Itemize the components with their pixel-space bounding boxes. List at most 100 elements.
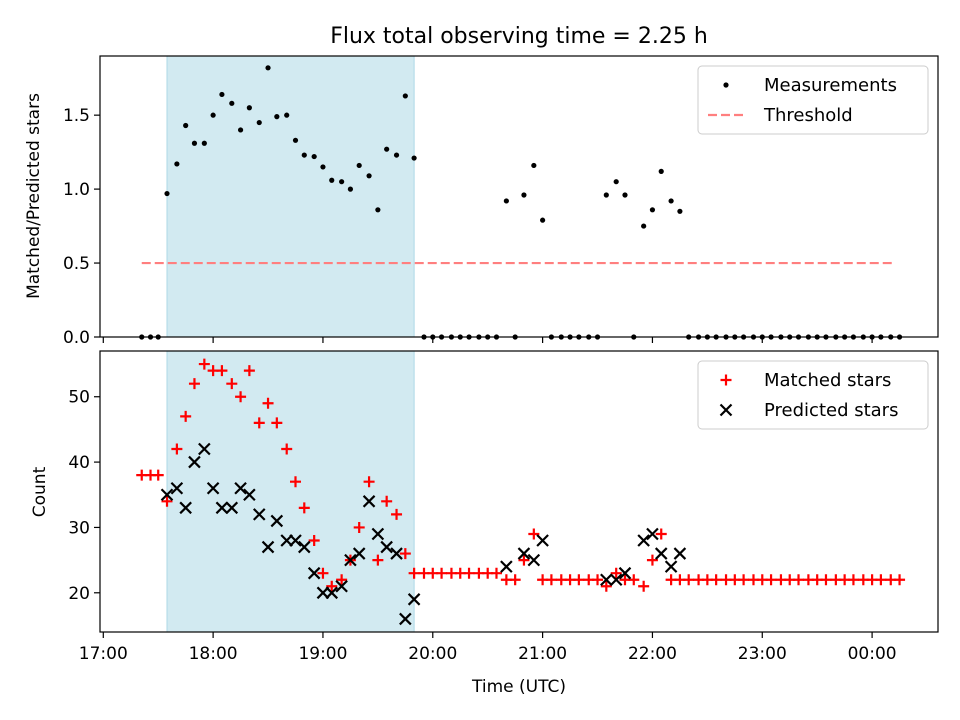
- matched-star-point: [793, 574, 805, 586]
- bottom-yticks: 20 30 40 50: [68, 388, 100, 604]
- matched-star-point: [545, 574, 557, 586]
- predicted-star-point: [206, 481, 220, 495]
- matched-star-point: [847, 574, 859, 586]
- chart-title: Flux total observing time = 2.25 h: [330, 24, 708, 49]
- measurement-point: [531, 162, 537, 169]
- matched-star-point: [391, 508, 403, 520]
- predicted-star-point: [407, 593, 421, 606]
- measurement-point: [174, 161, 180, 167]
- xtick-label: 22:00: [628, 644, 677, 664]
- predicted-star-point: [399, 612, 412, 626]
- legend-swatch: [723, 82, 729, 88]
- predicted-star-point: [500, 560, 513, 573]
- matched-star-point: [216, 365, 228, 377]
- matched-star-point: [518, 554, 530, 566]
- xtick-label: 23:00: [738, 644, 787, 664]
- measurement-point: [246, 105, 252, 111]
- predicted-star-point: [198, 442, 211, 456]
- matched-star-point: [592, 574, 604, 586]
- matched-star-point: [875, 574, 887, 586]
- measurement-point: [393, 152, 400, 158]
- matched-star-point: [226, 378, 238, 390]
- predicted-star-point: [225, 501, 239, 515]
- measurement-point: [347, 186, 354, 192]
- top-axes-frame: [99, 55, 939, 338]
- measurement-point: [649, 207, 656, 213]
- predicted-star-point: [325, 586, 339, 600]
- matched-star-point: [326, 580, 338, 592]
- matched-star-point: [372, 554, 384, 566]
- xtick-label: 00:00: [848, 644, 897, 664]
- predicted-star-point: [170, 481, 184, 495]
- predicted-star-point: [243, 488, 256, 502]
- matched-star-point: [271, 417, 283, 429]
- matched-star-point: [235, 391, 247, 403]
- predicted-star-point: [234, 481, 247, 495]
- matched-star-point: [738, 574, 750, 586]
- matched-star-point: [600, 580, 612, 592]
- predicted-star-point: [390, 547, 403, 560]
- matched-star-point: [171, 443, 183, 455]
- measurement-point: [366, 173, 372, 179]
- predicted-star-point: [371, 527, 385, 541]
- bottom-ylabel: Count: [30, 466, 50, 517]
- predicted-star-point: [289, 534, 302, 547]
- predicted-star-point: [160, 488, 174, 502]
- measurement-point: [411, 155, 417, 161]
- xtick-label: 19:00: [298, 644, 347, 664]
- matched-star-point: [317, 567, 329, 579]
- matched-star-point: [353, 521, 365, 533]
- matched-star-point: [528, 528, 540, 540]
- measurement-point: [301, 152, 307, 158]
- predicted-star-point: [654, 547, 668, 560]
- measurement-point: [503, 198, 509, 204]
- legend-box: [697, 360, 929, 430]
- predicted-star-point: [307, 566, 321, 580]
- measurement-point: [384, 146, 390, 152]
- matched-star-point: [463, 567, 475, 579]
- ytick-label: 0.5: [63, 254, 90, 274]
- legend-swatch: [720, 374, 732, 386]
- measurement-point: [540, 217, 546, 223]
- measurement-point: [237, 127, 244, 133]
- measurement-point: [521, 192, 527, 198]
- measurement-point: [219, 91, 225, 98]
- top-panel: 0.0 0.5 1.0 1.5 Matched/Predicted stars Mea…: [24, 55, 939, 348]
- predicted-star-point: [215, 501, 229, 515]
- measurement-point: [210, 112, 216, 118]
- bottom-shaded-span: [166, 350, 415, 633]
- xtick-label: 21:00: [518, 644, 567, 664]
- matched-star-point: [161, 495, 173, 507]
- measurement-point: [668, 198, 674, 204]
- top-legend: Measurements Threshold: [697, 65, 929, 135]
- predicted-star-point: [646, 527, 659, 541]
- predicted-star-point: [352, 547, 366, 560]
- predicted-star-point: [270, 514, 284, 528]
- predicted-star-point: [261, 540, 275, 554]
- predicted-star-point: [600, 573, 613, 586]
- matched-star-point: [765, 574, 777, 586]
- matched-star-point: [710, 574, 722, 586]
- bottom-legend: Matched stars Predicted stars: [697, 360, 929, 430]
- matched-star-point: [281, 443, 293, 455]
- measurement-point: [375, 207, 381, 213]
- matched-star-point: [646, 554, 658, 566]
- legend-label: Threshold: [763, 105, 853, 126]
- predicted-star-point: [344, 553, 357, 567]
- predicted-star-point: [618, 566, 632, 580]
- ytick-label: 30: [68, 518, 90, 538]
- predicted-star-point: [637, 534, 650, 547]
- xtick-label: 17:00: [79, 644, 128, 664]
- matched-star-point: [152, 469, 164, 481]
- predicted-star-point: [517, 547, 531, 560]
- xtick-label: 18:00: [189, 644, 238, 664]
- ytick-label: 40: [68, 453, 90, 473]
- matched-star-point: [381, 495, 393, 507]
- matched-star-point: [399, 548, 411, 560]
- matched-star-point: [638, 580, 650, 592]
- legend-box: [697, 65, 929, 135]
- legend-label: Predicted stars: [764, 400, 898, 421]
- matched-star-point: [683, 574, 695, 586]
- top-xticks: [102, 337, 873, 343]
- measurement-point: [613, 179, 619, 185]
